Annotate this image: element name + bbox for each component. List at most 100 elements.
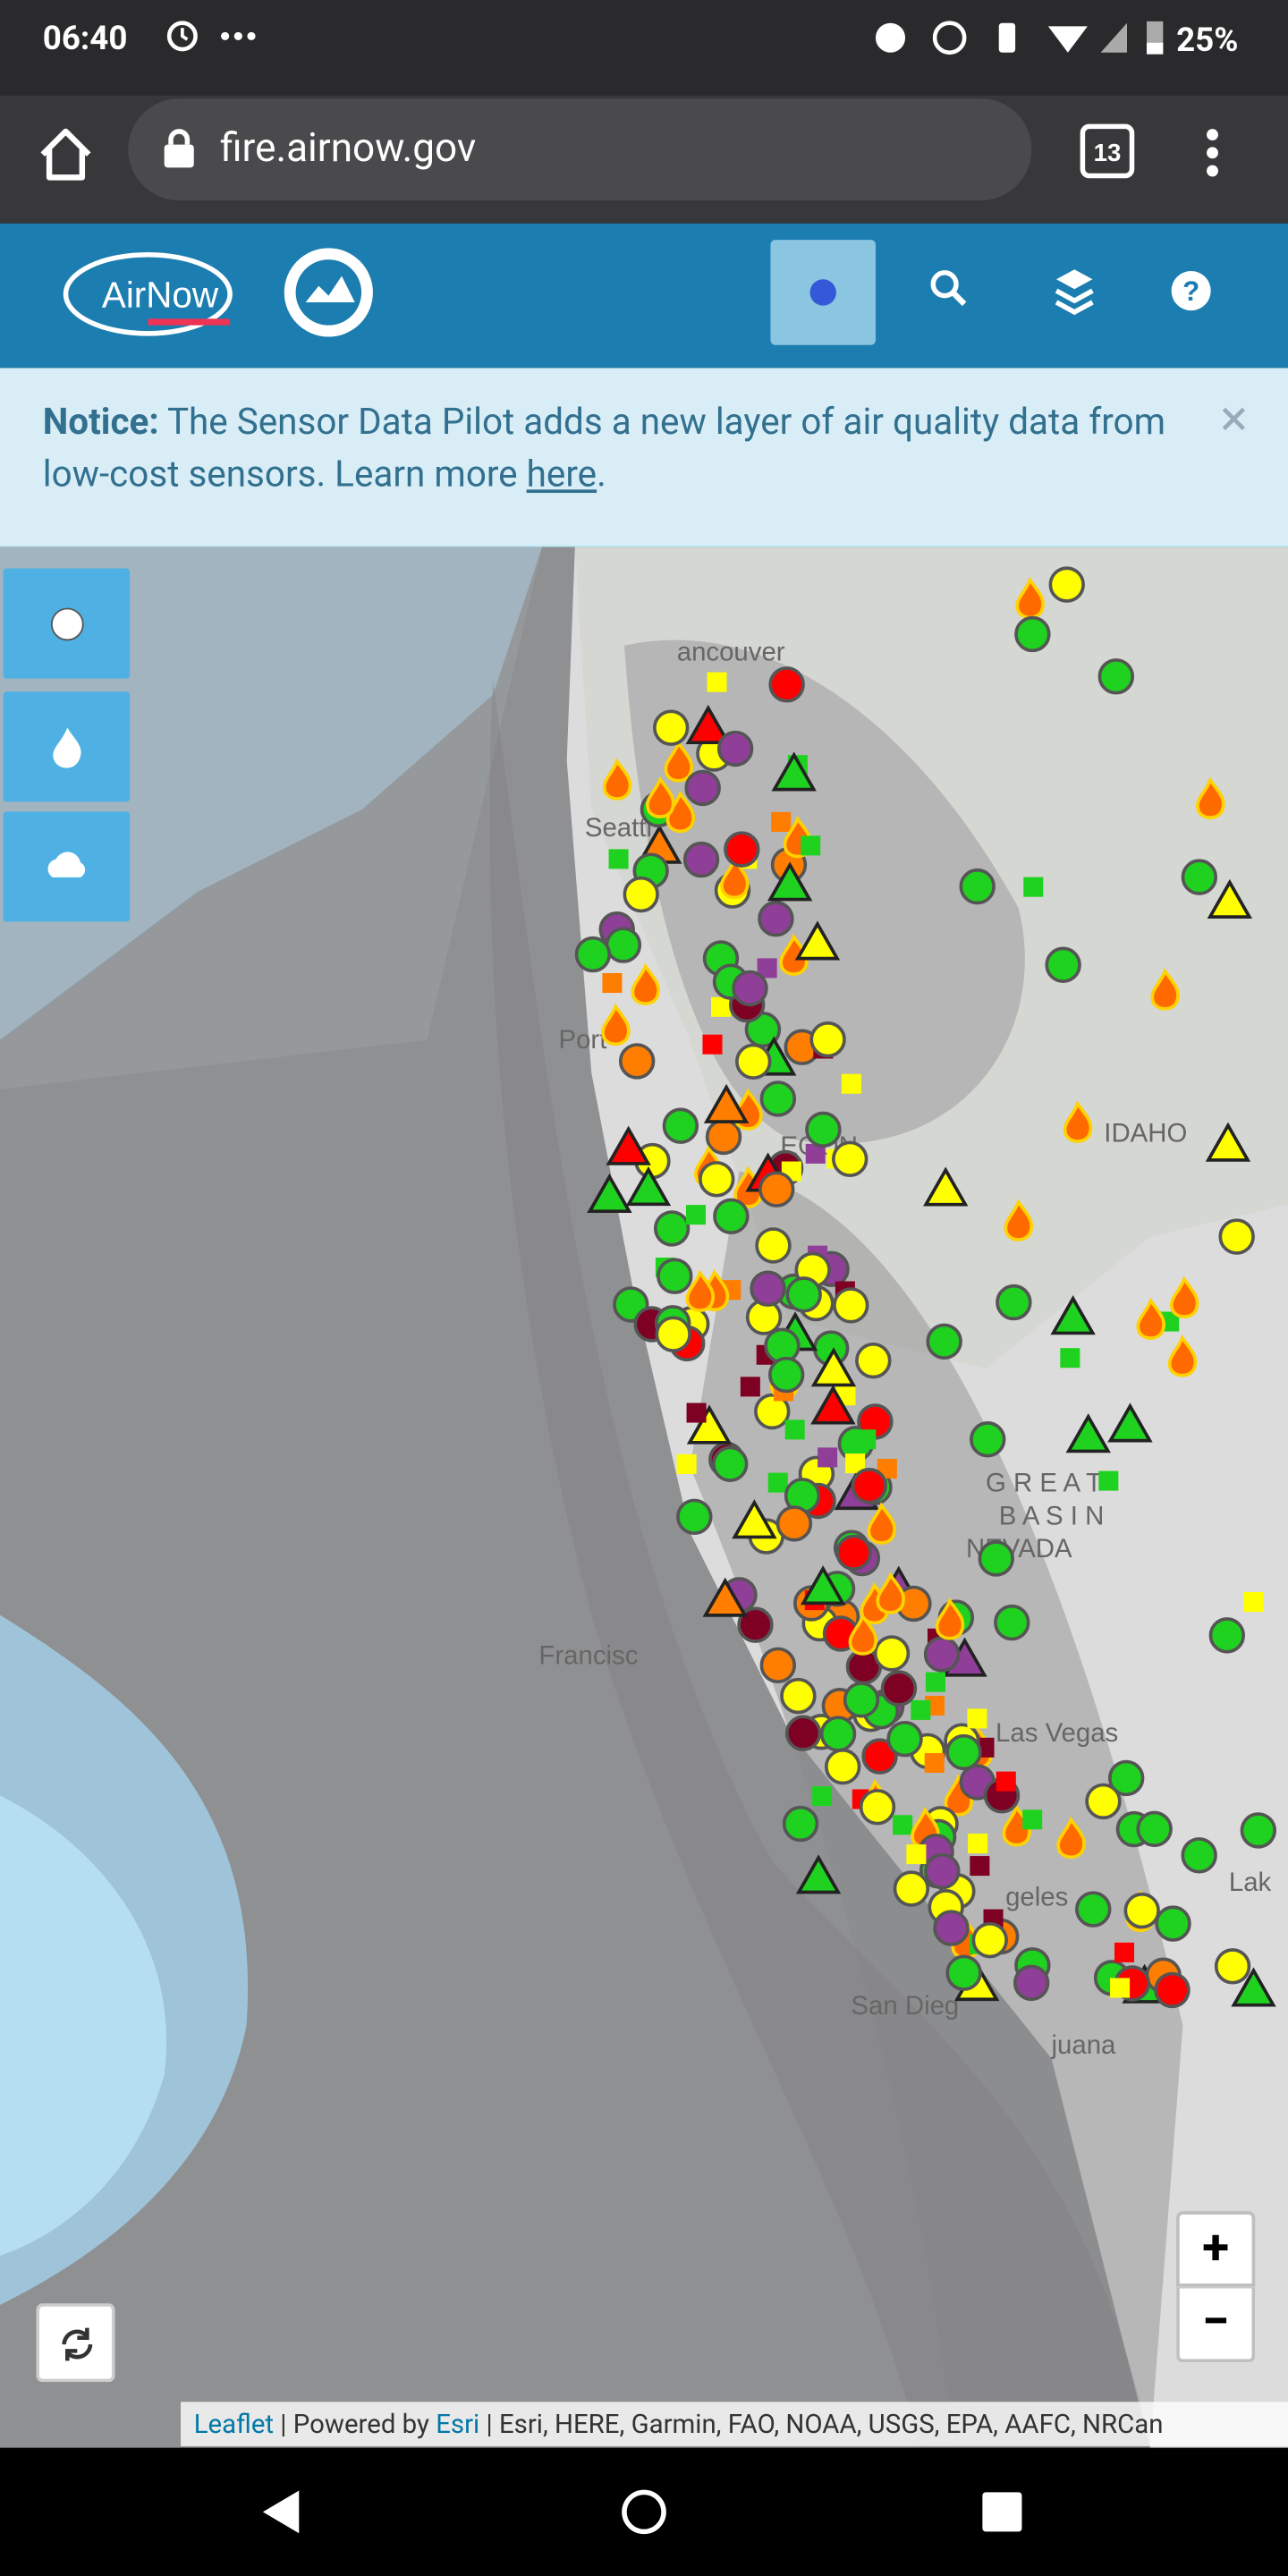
aqi-sensor[interactable] bbox=[812, 1786, 833, 1807]
aqi-marker[interactable] bbox=[970, 1421, 1006, 1458]
sensor-layer-button[interactable] bbox=[3, 568, 131, 679]
aqi-sensor[interactable] bbox=[967, 1708, 987, 1729]
aqi-marker[interactable] bbox=[705, 1118, 742, 1156]
aqi-marker[interactable] bbox=[754, 1393, 791, 1430]
sensor-toggle[interactable] bbox=[770, 240, 876, 345]
aqi-marker[interactable] bbox=[676, 1498, 713, 1536]
aqi-marker[interactable] bbox=[785, 1276, 822, 1313]
aqi-marker[interactable] bbox=[861, 1738, 898, 1775]
fire-icon[interactable] bbox=[935, 1597, 965, 1640]
aqi-marker[interactable] bbox=[775, 1505, 813, 1542]
aqi-marker[interactable] bbox=[657, 1258, 693, 1294]
aqi-marker[interactable] bbox=[713, 1198, 750, 1235]
url-field[interactable]: fire.airnow.gov bbox=[128, 98, 1032, 201]
aqi-marker[interactable] bbox=[1045, 946, 1081, 983]
home-button[interactable] bbox=[33, 122, 98, 187]
aqi-marker[interactable] bbox=[758, 1171, 795, 1208]
zoom-in[interactable]: + bbox=[1176, 2211, 1256, 2287]
aqi-monitor[interactable] bbox=[1207, 878, 1253, 919]
fire-icon[interactable] bbox=[867, 1502, 897, 1545]
aqi-marker[interactable] bbox=[1107, 1759, 1145, 1797]
fire-icon[interactable] bbox=[1004, 1199, 1034, 1241]
aqi-marker[interactable] bbox=[996, 1284, 1032, 1321]
aqi-marker[interactable] bbox=[623, 876, 659, 913]
aqi-sensor[interactable] bbox=[1110, 1978, 1131, 1998]
fire-icon[interactable] bbox=[848, 1613, 878, 1656]
aqi-marker[interactable] bbox=[924, 1852, 961, 1890]
aqi-marker[interactable] bbox=[724, 831, 760, 868]
aqi-marker[interactable] bbox=[809, 1021, 846, 1058]
aqi-marker[interactable] bbox=[1155, 1905, 1191, 1942]
fire-icon[interactable] bbox=[1167, 1335, 1198, 1377]
fire-icon[interactable] bbox=[685, 1269, 716, 1312]
fire-icon[interactable] bbox=[1169, 1275, 1199, 1318]
zoom-out[interactable]: − bbox=[1176, 2286, 1256, 2363]
aqi-monitor[interactable] bbox=[795, 1854, 842, 1894]
aqi-marker[interactable] bbox=[819, 1716, 857, 1752]
aqi-sensor[interactable] bbox=[925, 1672, 945, 1692]
aqi-monitor[interactable] bbox=[923, 1166, 969, 1207]
search-button[interactable] bbox=[930, 270, 967, 307]
aqi-sensor[interactable] bbox=[1060, 1348, 1080, 1368]
aqi-monitor[interactable] bbox=[685, 704, 732, 745]
fire-icon[interactable] bbox=[876, 1572, 905, 1614]
aqi-monitor[interactable] bbox=[703, 1083, 750, 1123]
menu-button[interactable] bbox=[1196, 122, 1229, 187]
aqi-monitor[interactable] bbox=[702, 1577, 748, 1617]
aqi-marker[interactable] bbox=[1075, 1891, 1112, 1928]
leaflet-link[interactable]: Leaflet bbox=[193, 2408, 275, 2440]
fire-icon[interactable] bbox=[720, 856, 750, 900]
aqi-marker[interactable] bbox=[655, 1316, 691, 1352]
aqi-sensor[interactable] bbox=[784, 1419, 805, 1440]
aqi-marker[interactable] bbox=[832, 1140, 869, 1178]
aqi-sensor[interactable] bbox=[818, 1447, 838, 1468]
logo[interactable]: AirNow bbox=[59, 240, 387, 355]
aqi-sensor[interactable] bbox=[841, 1073, 861, 1094]
aqi-marker[interactable] bbox=[1048, 566, 1085, 603]
aqi-marker[interactable] bbox=[755, 1227, 792, 1264]
aqi-marker[interactable] bbox=[1214, 1948, 1251, 1985]
aqi-sensor[interactable] bbox=[1022, 1809, 1043, 1830]
back-button[interactable] bbox=[262, 2490, 300, 2534]
aqi-marker[interactable] bbox=[716, 730, 754, 767]
aqi-marker[interactable] bbox=[833, 1287, 869, 1324]
fire-icon[interactable] bbox=[1056, 1816, 1086, 1860]
aqi-monitor[interactable] bbox=[1050, 1295, 1096, 1335]
aqi-sensor[interactable] bbox=[608, 849, 629, 869]
aqi-sensor[interactable] bbox=[740, 1377, 760, 1397]
aqi-monitor[interactable] bbox=[1231, 1967, 1276, 2007]
aqi-sensor[interactable] bbox=[710, 996, 732, 1017]
aqi-sensor[interactable] bbox=[970, 1856, 990, 1877]
aqi-marker[interactable] bbox=[732, 970, 768, 1007]
aqi-sensor[interactable] bbox=[805, 1143, 826, 1164]
aqi-sensor[interactable] bbox=[1243, 1592, 1264, 1613]
fire-icon[interactable] bbox=[664, 740, 694, 783]
aqi-monitor[interactable] bbox=[1107, 1402, 1153, 1443]
aqi-monitor[interactable] bbox=[625, 1166, 672, 1207]
aqi-monitor[interactable] bbox=[771, 751, 817, 792]
aqi-monitor[interactable] bbox=[732, 1499, 777, 1539]
aqi-sensor[interactable] bbox=[1098, 1470, 1119, 1491]
aqi-marker[interactable] bbox=[880, 1670, 918, 1707]
aqi-marker[interactable] bbox=[699, 1161, 735, 1198]
aqi-marker[interactable] bbox=[653, 1210, 691, 1247]
fire-icon[interactable] bbox=[1136, 1297, 1166, 1340]
aqi-marker[interactable] bbox=[1181, 859, 1218, 895]
aqi-marker[interactable] bbox=[684, 769, 721, 807]
fire-icon[interactable] bbox=[1196, 776, 1225, 819]
aqi-marker[interactable] bbox=[893, 1870, 930, 1907]
aqi-monitor[interactable] bbox=[800, 1565, 846, 1606]
map-canvas[interactable]: ancouverSeattlPortEGONIDAHOG R E A TB A … bbox=[0, 547, 1288, 2448]
aqi-marker[interactable] bbox=[873, 1635, 911, 1672]
aqi-monitor[interactable] bbox=[794, 920, 841, 961]
aqi-marker[interactable] bbox=[851, 1468, 888, 1504]
aqi-monitor[interactable] bbox=[1205, 1122, 1251, 1162]
aqi-monitor[interactable] bbox=[686, 1404, 733, 1445]
aqi-marker[interactable] bbox=[1014, 615, 1051, 653]
aqi-sensor[interactable] bbox=[924, 1752, 945, 1774]
aqi-monitor[interactable] bbox=[810, 1385, 856, 1425]
aqi-marker[interactable] bbox=[758, 901, 794, 937]
aqi-marker[interactable] bbox=[994, 1604, 1030, 1641]
aqi-sensor[interactable] bbox=[686, 1402, 707, 1423]
aqi-marker[interactable] bbox=[971, 1921, 1008, 1959]
